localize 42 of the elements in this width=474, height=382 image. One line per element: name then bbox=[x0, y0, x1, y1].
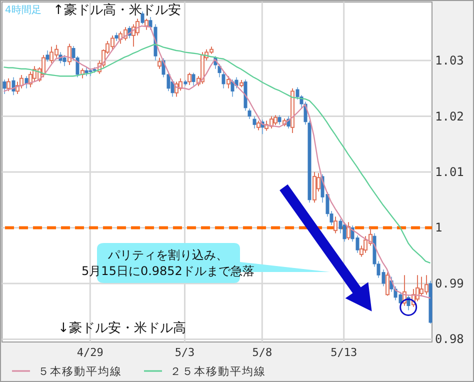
candlestick bbox=[334, 216, 338, 234]
y-tick-label: 1.01 bbox=[435, 165, 464, 179]
candlestick bbox=[192, 72, 196, 86]
candlestick bbox=[68, 43, 72, 66]
annotation: 4時間足 bbox=[5, 4, 42, 16]
candlestick bbox=[274, 114, 278, 126]
line-series bbox=[4, 44, 430, 264]
candlestick bbox=[188, 72, 192, 86]
candlestick bbox=[230, 78, 234, 98]
candlestick bbox=[158, 57, 162, 70]
y-tick-label: 1.02 bbox=[435, 109, 464, 124]
candlestick bbox=[46, 50, 50, 62]
candlestick bbox=[346, 222, 350, 240]
y-tick-label: 1 bbox=[435, 220, 442, 235]
candlestick bbox=[252, 116, 256, 130]
legend-label: ２５本移動平均線 bbox=[170, 365, 266, 378]
candlestick bbox=[144, 18, 148, 30]
annotation: ↓豪ドル安・米ドル高 bbox=[58, 320, 186, 336]
y-tick-label: 1.03 bbox=[435, 54, 464, 68]
candlestick bbox=[12, 76, 16, 96]
candlestick bbox=[386, 272, 390, 296]
candlestick bbox=[248, 108, 252, 120]
candlestick bbox=[278, 114, 282, 126]
x-tick-label: 4/29 bbox=[76, 346, 104, 359]
candlestick bbox=[312, 172, 316, 204]
candlestick bbox=[24, 76, 28, 89]
x-tick-label: 5/13 bbox=[330, 346, 358, 359]
y-tick-label: 0.99 bbox=[435, 276, 464, 290]
candlestick bbox=[342, 222, 346, 242]
y-tick-label: 0.98 bbox=[435, 332, 464, 346]
legend-label: ５本移動平均線 bbox=[38, 365, 122, 378]
candlestick bbox=[2, 78, 6, 94]
annotation: ↑豪ドル高・米ドル安 bbox=[53, 2, 181, 18]
candlestick bbox=[42, 54, 46, 78]
candlestick bbox=[226, 76, 230, 89]
candlestick bbox=[256, 120, 260, 131]
candlestick bbox=[140, 10, 144, 25]
x-tick-label: 5/3 bbox=[174, 346, 195, 359]
x-tick-label: 5/8 bbox=[252, 346, 272, 359]
candlestick bbox=[62, 54, 66, 67]
candlestick bbox=[6, 78, 10, 92]
annotation: パリティを割り込み、 5月15日に0.9852ドルまで急落 bbox=[82, 248, 254, 278]
